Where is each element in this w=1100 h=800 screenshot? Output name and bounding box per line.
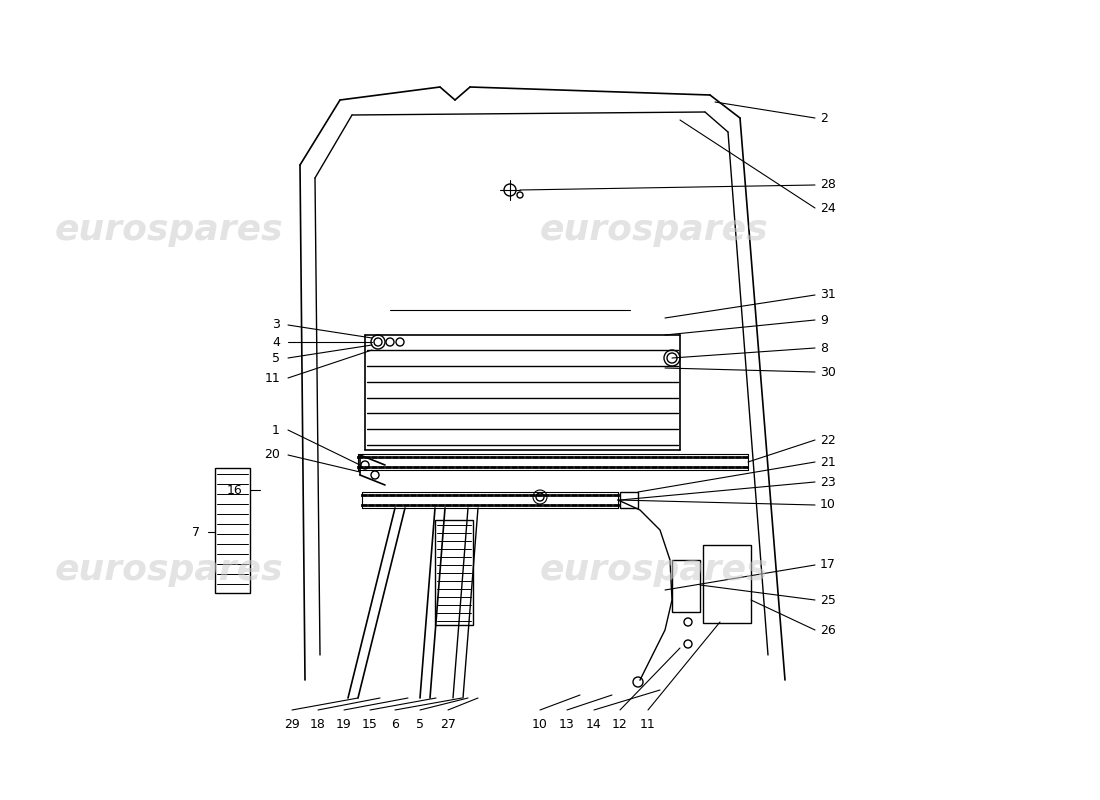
Text: 6: 6	[392, 718, 399, 731]
Text: 29: 29	[284, 718, 300, 731]
Text: 26: 26	[820, 623, 836, 637]
Text: 4: 4	[272, 335, 280, 349]
Text: eurospares: eurospares	[55, 213, 284, 247]
Bar	[434, 520, 473, 625]
Text: 5: 5	[272, 351, 280, 365]
Bar	[620, 492, 638, 508]
Text: 2: 2	[820, 111, 828, 125]
Text: 3: 3	[272, 318, 280, 331]
Text: eurospares: eurospares	[540, 553, 769, 587]
Text: 28: 28	[820, 178, 836, 191]
Text: 25: 25	[820, 594, 836, 606]
Text: 18: 18	[310, 718, 326, 731]
Text: 1: 1	[272, 423, 280, 437]
Text: 13: 13	[559, 718, 575, 731]
Text: 17: 17	[820, 558, 836, 571]
Text: eurospares: eurospares	[55, 553, 284, 587]
Text: 21: 21	[820, 455, 836, 469]
Text: 31: 31	[820, 289, 836, 302]
Bar	[214, 468, 250, 593]
Text: 24: 24	[820, 202, 836, 214]
Text: 19: 19	[337, 718, 352, 731]
Text: 16: 16	[227, 483, 242, 497]
Text: 12: 12	[612, 718, 628, 731]
Text: 22: 22	[820, 434, 836, 446]
Text: 8: 8	[820, 342, 828, 354]
Text: 15: 15	[362, 718, 378, 731]
Text: 11: 11	[264, 371, 280, 385]
Text: 27: 27	[440, 718, 455, 731]
Text: 14: 14	[586, 718, 602, 731]
Text: 10: 10	[532, 718, 548, 731]
Text: 10: 10	[820, 498, 836, 511]
Text: 9: 9	[820, 314, 828, 326]
Text: eurospares: eurospares	[540, 213, 769, 247]
Text: 5: 5	[416, 718, 424, 731]
Bar	[703, 545, 751, 623]
Text: 23: 23	[820, 475, 836, 489]
Text: 30: 30	[820, 366, 836, 378]
Text: 11: 11	[640, 718, 656, 731]
Text: 7: 7	[192, 526, 200, 538]
Bar	[672, 560, 700, 612]
Text: 20: 20	[264, 449, 280, 462]
